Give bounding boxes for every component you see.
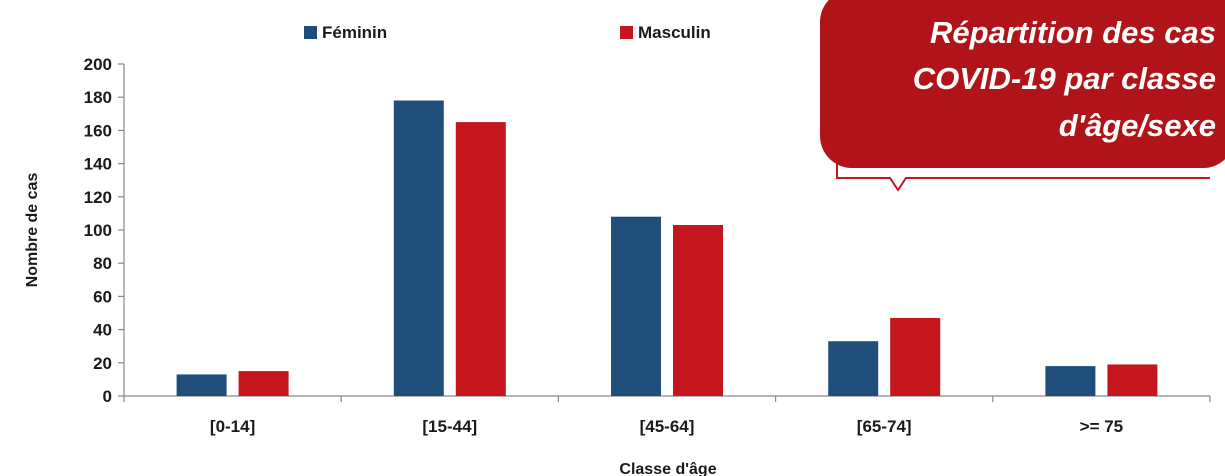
x-tick-label-1: [15-44] <box>422 417 477 436</box>
bar-feminin-0 <box>176 374 227 396</box>
bar-feminin-3 <box>828 341 879 396</box>
legend-label-feminin: Féminin <box>322 23 387 42</box>
callout-line-3: d'âge/sexe <box>1059 108 1216 143</box>
y-tick-label-3: 60 <box>93 287 112 306</box>
y-tick-label-9: 180 <box>84 88 112 107</box>
bar-masculin-0 <box>238 371 289 396</box>
y-tick-label-8: 160 <box>84 121 112 140</box>
bar-masculin-2 <box>673 225 723 396</box>
y-ticks: 0 20 40 60 80 100 120 140 160 180 200 <box>84 55 124 406</box>
legend-swatch-masculin <box>620 26 633 39</box>
x-tick-label-3: [65-74] <box>857 417 912 436</box>
bar-masculin-1 <box>455 122 506 396</box>
y-tick-label-2: 40 <box>93 321 112 340</box>
x-ticks: [0-14] [15-44] [45-64] [65-74] >= 75 <box>123 396 1211 436</box>
bar-masculin-3 <box>890 317 941 396</box>
y-tick-label-10: 200 <box>84 55 112 74</box>
callout-outline <box>836 100 1210 192</box>
bar-masculin-4 <box>1107 364 1158 396</box>
y-axis-title: Nombre de cas <box>24 173 41 288</box>
callout-box <box>820 0 1225 168</box>
y-tick-label-0: 0 <box>103 387 112 406</box>
x-tick-label-2: [45-64] <box>640 417 695 436</box>
bar-feminin-1 <box>393 100 444 397</box>
y-tick-label-6: 120 <box>84 188 112 207</box>
legend: Féminin Masculin <box>304 23 711 42</box>
callout-line-2: COVID-19 par classe <box>913 61 1216 96</box>
x-tick-label-4: >= 75 <box>1080 417 1124 436</box>
callout: Répartition des cas COVID-19 par classe … <box>820 0 1225 192</box>
bars <box>176 100 1158 397</box>
y-tick-label-4: 80 <box>93 254 112 273</box>
x-tick-label-0: [0-14] <box>210 417 255 436</box>
y-tick-label-7: 140 <box>84 155 112 174</box>
bar-feminin-2 <box>611 216 661 396</box>
x-axis-title: Classe d'âge <box>619 461 716 476</box>
legend-swatch-feminin <box>304 26 317 39</box>
legend-label-masculin: Masculin <box>638 23 711 42</box>
y-tick-label-5: 100 <box>84 221 112 240</box>
callout-line-1: Répartition des cas <box>930 15 1216 50</box>
bar-feminin-4 <box>1045 366 1096 396</box>
y-tick-label-1: 20 <box>93 354 112 373</box>
